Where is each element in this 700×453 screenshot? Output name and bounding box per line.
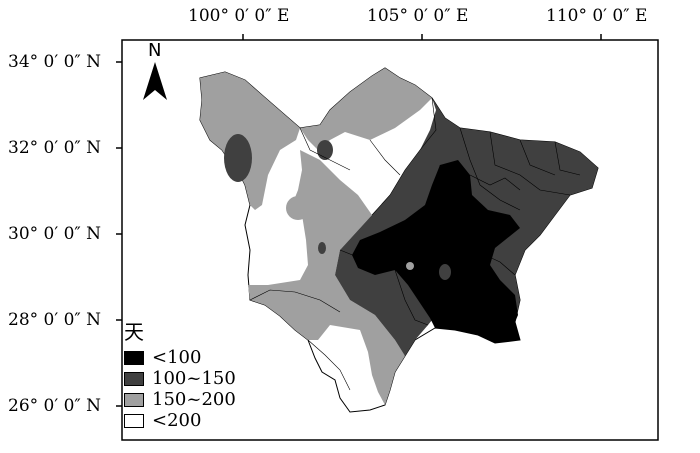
internal-boundaries	[249, 97, 581, 391]
patch-white-gray	[286, 196, 310, 220]
patch-center-gray	[439, 264, 451, 280]
patch-center-light	[406, 262, 414, 270]
y-tick-label-28: 28° 0′ 0″ N	[8, 310, 102, 330]
x-tick-label-105: 105° 0′ 0″ E	[367, 6, 469, 26]
y-tick-label-26: 26° 0′ 0″ N	[8, 396, 102, 416]
tick-marks	[116, 34, 602, 407]
north-arrow: N	[140, 40, 170, 105]
legend-label: 150~200	[152, 389, 236, 410]
province-map	[199, 67, 599, 413]
zone-under-100	[352, 160, 520, 343]
x-tick-label-110: 110° 0′ 0″ E	[546, 6, 648, 26]
legend-swatch	[124, 413, 144, 428]
legend-label: <200	[152, 410, 202, 431]
legend: 天 <100 100~150 150~200 <200	[124, 316, 236, 431]
north-arrow-icon	[143, 62, 167, 100]
legend-item: <100	[124, 347, 236, 368]
north-label: N	[148, 40, 162, 61]
legend-item: <200	[124, 410, 236, 431]
legend-item: 150~200	[124, 389, 236, 410]
y-tick-label-30: 30° 0′ 0″ N	[8, 224, 102, 244]
legend-swatch	[124, 371, 144, 386]
legend-swatch	[124, 392, 144, 407]
zone-150-200	[200, 68, 432, 405]
legend-title: 天	[124, 320, 144, 344]
y-tick-label-32: 32° 0′ 0″ N	[8, 138, 102, 158]
patch-west-dark	[224, 134, 252, 182]
x-tick-label-100: 100° 0′ 0″ E	[188, 6, 290, 26]
legend-item: 100~150	[124, 368, 236, 389]
legend-label: <100	[152, 347, 202, 368]
patch-small-dark	[318, 242, 326, 254]
legend-label: 100~150	[152, 368, 236, 389]
patch-north-dark	[317, 140, 333, 160]
legend-swatch	[124, 350, 144, 365]
y-tick-label-34: 34° 0′ 0″ N	[8, 52, 102, 72]
